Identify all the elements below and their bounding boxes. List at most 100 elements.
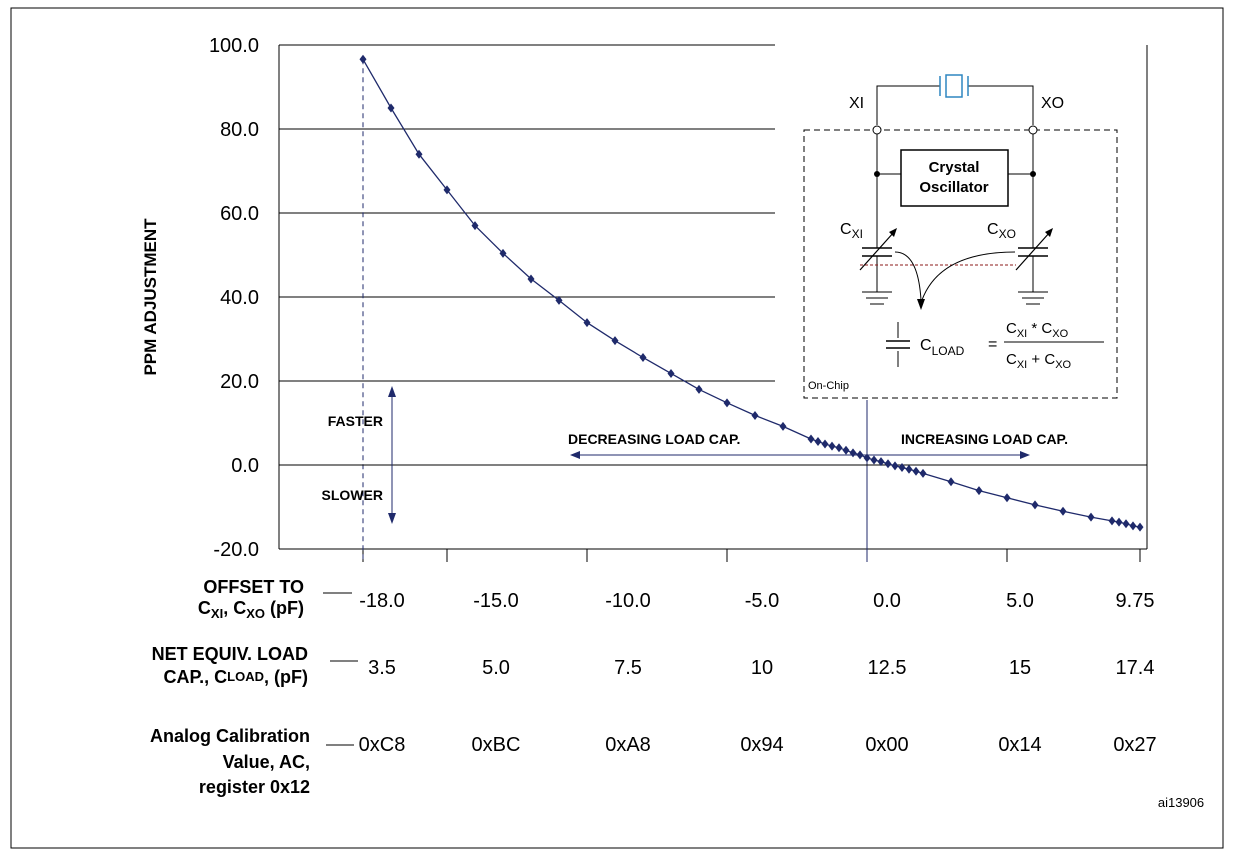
table-cell: 0x27 bbox=[1113, 734, 1156, 756]
data-point bbox=[870, 455, 878, 465]
faster-label: FASTER bbox=[328, 413, 383, 429]
parameter-table: OFFSET TO CXI, CXO (pF) NET EQUIV. LOAD … bbox=[150, 577, 1157, 797]
data-point bbox=[849, 448, 857, 458]
data-point bbox=[828, 441, 836, 451]
data-point bbox=[359, 54, 367, 64]
series-line bbox=[362, 58, 1141, 528]
cxi-capacitor-icon bbox=[859, 228, 897, 305]
ac-row-label-line3: register 0x12 bbox=[199, 777, 310, 797]
data-point bbox=[639, 352, 647, 362]
increasing-load-cap-label: INCREASING LOAD CAP. bbox=[901, 431, 1068, 447]
xi-pin-icon bbox=[872, 125, 882, 135]
ac-row-label-line2: Value, AC, bbox=[223, 752, 310, 772]
table-cell: 10 bbox=[751, 657, 773, 679]
formula-denominator: CXI + CXO bbox=[1006, 351, 1072, 371]
decreasing-load-cap-label: DECREASING LOAD CAP. bbox=[568, 431, 740, 447]
y-tick-label: 80.0 bbox=[220, 119, 259, 141]
xo-pin-label: XO bbox=[1041, 95, 1064, 112]
data-point bbox=[891, 461, 899, 471]
arrow-right-icon bbox=[1020, 451, 1030, 459]
y-axis-title: PPM ADJUSTMENT bbox=[141, 218, 160, 376]
cxi-label: CXI bbox=[840, 221, 863, 241]
crystal-wire-left bbox=[876, 85, 940, 125]
data-point bbox=[842, 445, 850, 455]
data-point bbox=[919, 468, 927, 478]
table-cell: 3.5 bbox=[368, 657, 396, 679]
data-point bbox=[387, 103, 395, 113]
data-point bbox=[779, 421, 787, 431]
y-tick-label: -20.0 bbox=[213, 539, 259, 561]
cload-label: CLOAD bbox=[920, 337, 965, 358]
y-tick-label: 60.0 bbox=[220, 203, 259, 225]
data-point bbox=[835, 443, 843, 453]
arrow-down-icon bbox=[388, 513, 396, 524]
data-point bbox=[723, 398, 731, 408]
data-point bbox=[821, 439, 829, 449]
load-row-label-line2: CAP., CLOAD, (pF) bbox=[163, 667, 308, 687]
data-point bbox=[898, 463, 906, 473]
table-cell: 15 bbox=[1009, 657, 1031, 679]
data-point bbox=[884, 459, 892, 469]
data-point bbox=[905, 464, 913, 474]
data-point bbox=[1059, 506, 1067, 516]
data-point bbox=[583, 318, 591, 328]
table-cell: 17.4 bbox=[1116, 657, 1155, 679]
oscillator-schematic: On-Chip XI XO Crystal Oscillator bbox=[803, 74, 1118, 399]
table-cell: 7.5 bbox=[614, 657, 642, 679]
offset-row-label-line2: CXI, CXO (pF) bbox=[198, 598, 304, 621]
data-point bbox=[947, 477, 955, 487]
data-point bbox=[814, 436, 822, 446]
load-row-label-line1: NET EQUIV. LOAD bbox=[152, 644, 308, 664]
table-cell: -10.0 bbox=[605, 590, 651, 612]
reference-lines bbox=[279, 59, 1147, 562]
cload-capacitor-icon bbox=[886, 322, 910, 367]
data-point bbox=[1087, 512, 1095, 522]
data-point bbox=[1108, 516, 1116, 526]
oscillator-label-line2: Oscillator bbox=[919, 179, 988, 196]
table-cell: 0xC8 bbox=[359, 734, 406, 756]
gridlines bbox=[279, 44, 1147, 466]
y-tick-label: 40.0 bbox=[220, 287, 259, 309]
data-point bbox=[877, 457, 885, 467]
data-point bbox=[1122, 519, 1130, 529]
data-point bbox=[471, 221, 479, 231]
ac-row-label-line1: Analog Calibration bbox=[150, 726, 310, 746]
data-point bbox=[415, 149, 423, 159]
figure-frame bbox=[10, 7, 1224, 849]
figure-id-label: ai13906 bbox=[1158, 795, 1204, 810]
table-cell: 0x00 bbox=[865, 734, 908, 756]
x-tick-marks bbox=[362, 549, 1141, 562]
data-point bbox=[1003, 493, 1011, 503]
data-point bbox=[1136, 522, 1144, 532]
table-values: -18.0 -15.0 -10.0 -5.0 0.0 5.0 9.75 3.5 5.0 7.5 10… bbox=[359, 590, 1157, 756]
table-cell: -18.0 bbox=[359, 590, 405, 612]
crystal-icon bbox=[939, 74, 969, 98]
table-cell: 9.75 bbox=[1116, 590, 1155, 612]
table-cell: 0xBC bbox=[472, 734, 521, 756]
y-tick-labels: 100.0 80.0 60.0 40.0 20.0 0.0 -20.0 bbox=[209, 35, 259, 561]
table-cell: 0xA8 bbox=[605, 734, 651, 756]
table-cell: 5.0 bbox=[482, 657, 510, 679]
table-cell: 12.5 bbox=[868, 657, 907, 679]
data-point bbox=[555, 295, 563, 305]
data-point bbox=[499, 248, 507, 258]
data-point bbox=[695, 384, 703, 394]
data-point bbox=[527, 274, 535, 284]
data-point bbox=[611, 336, 619, 346]
y-tick-label: 0.0 bbox=[231, 455, 259, 477]
cxo-label: CXO bbox=[987, 221, 1016, 241]
plot-area: 100.0 80.0 60.0 40.0 20.0 0.0 -20.0 bbox=[209, 35, 1148, 562]
cxo-capacitor-icon bbox=[1015, 228, 1053, 305]
offset-row-label-line1: OFFSET TO bbox=[203, 577, 304, 597]
arrow-up-icon bbox=[388, 386, 396, 397]
data-point bbox=[1115, 517, 1123, 527]
data-point bbox=[667, 368, 675, 378]
merge-arrow-icon bbox=[917, 299, 925, 310]
data-point bbox=[1129, 521, 1137, 531]
table-cell: 0x94 bbox=[740, 734, 783, 756]
formula-numerator: CXI * CXO bbox=[1006, 320, 1069, 340]
crystal-oscillator-box bbox=[900, 149, 1009, 207]
crystal-wire-right bbox=[968, 85, 1034, 125]
table-cell: 5.0 bbox=[1006, 590, 1034, 612]
